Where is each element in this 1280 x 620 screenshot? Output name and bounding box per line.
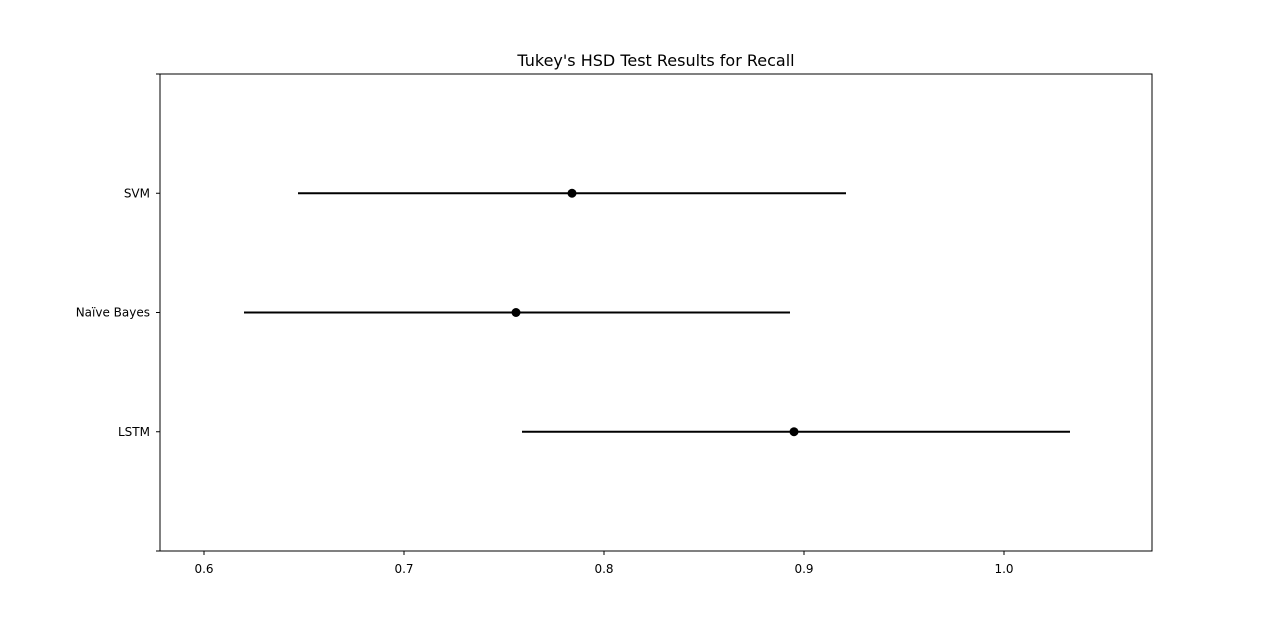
chart-title: Tukey's HSD Test Results for Recall [516, 51, 794, 70]
mean-marker [511, 308, 521, 317]
x-tick-label: 0.8 [594, 562, 613, 576]
x-tick-label: 0.9 [794, 562, 813, 576]
mean-marker [789, 427, 799, 437]
y-tick-label: LSTM [118, 425, 150, 439]
x-tick-label: 0.7 [394, 562, 413, 576]
x-tick-label: 0.6 [194, 562, 213, 576]
x-tick-label: 1.0 [994, 562, 1013, 576]
x-axis-ticks: 0.6 0.7 0.8 0.9 1.0 [194, 551, 1014, 576]
y-tick-label: SVM [124, 186, 150, 200]
y-tick-label: Naïve Bayes [76, 306, 150, 320]
mean-marker [567, 188, 577, 198]
y-axis-ticks: SVM Naïve Bayes LSTM [76, 73, 160, 552]
interval-marks [244, 188, 1070, 437]
